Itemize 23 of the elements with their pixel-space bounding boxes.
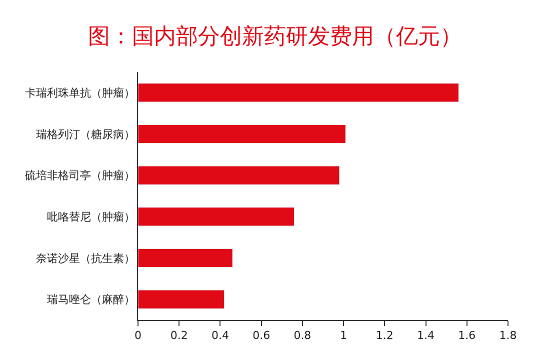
- bar: [138, 290, 225, 309]
- bar: [138, 207, 294, 226]
- x-tick-label: 0.8: [294, 329, 312, 342]
- x-tick-label: 1.2: [376, 329, 394, 342]
- y-tick-label: 硫培非格司亭（肿瘤）: [24, 169, 135, 182]
- y-tick-label: 瑞格列汀（糖尿病）: [36, 128, 135, 141]
- x-tick-label: 0: [134, 329, 142, 342]
- bar: [138, 248, 233, 268]
- bar: [138, 124, 346, 144]
- y-tick-label: 卡瑞利珠单抗（肿瘤）: [24, 86, 135, 100]
- bar: [138, 83, 459, 102]
- bar: [138, 166, 340, 185]
- y-tick-label: 瑞马唑仑（麻醉）: [46, 293, 135, 306]
- x-tick-label: 0.6: [252, 329, 270, 342]
- y-tick-label: 奈诺沙星（抗生素）: [36, 252, 135, 265]
- x-tick-label: 1.4: [417, 329, 435, 342]
- x-tick-label: 0.2: [170, 329, 188, 342]
- x-tick-label: 1: [340, 329, 348, 342]
- x-tick-label: 1.6: [458, 329, 476, 342]
- x-tick-label: 0.4: [211, 329, 229, 342]
- x-tick-label: 1.8: [499, 329, 517, 342]
- y-tick-label: 吡咯替尼（肿瘤）: [46, 210, 135, 224]
- chart-title: 图：国内部分创新药研发费用（亿元）: [88, 24, 462, 50]
